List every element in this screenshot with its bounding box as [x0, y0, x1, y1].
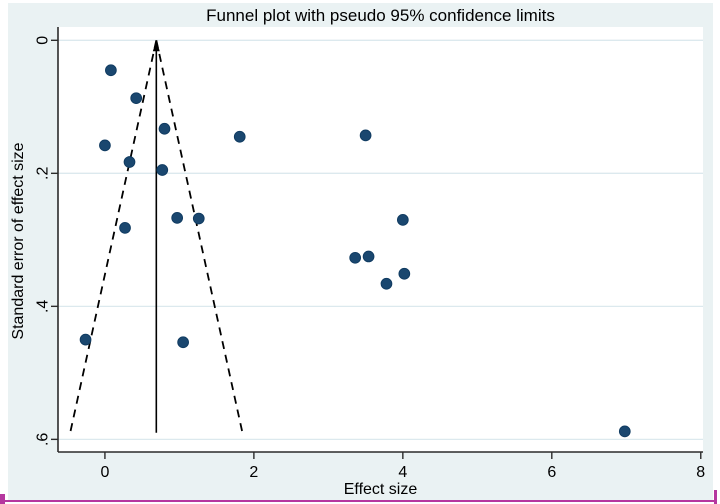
data-point: [396, 214, 409, 226]
center-line-arrowhead: [152, 40, 160, 52]
pseudo-ci-line-left: [69, 40, 158, 433]
funnel-plot-figure: 0 .2 .4 .6 0 2 4 6 8 Funnel plot with pseudo 95%…: [8, 3, 713, 500]
pseudo-ci-line-right: [155, 40, 244, 433]
x-tick-label: 0: [100, 464, 109, 481]
data-point: [79, 333, 92, 346]
selection-border-corner-left: [0, 494, 5, 504]
x-axis-label: Effect size: [343, 481, 418, 498]
funnel-plot-canvas: 0 .2 .4 .6 0 2 4 6 8: [35, 27, 705, 481]
data-point: [359, 129, 372, 142]
data-point: [123, 156, 136, 168]
data-point: [130, 92, 143, 105]
chart-title: Funnel plot with pseudo 95% confidence l…: [206, 6, 555, 25]
plot-background: [58, 27, 703, 452]
data-point: [362, 250, 375, 263]
y-tick-label: 0: [35, 36, 52, 45]
y-tick-label: .4: [35, 300, 52, 313]
data-point: [380, 277, 393, 290]
data-point: [192, 212, 205, 225]
data-point: [618, 425, 631, 438]
x-tick-label: 2: [249, 464, 258, 481]
y-tick-label: .2: [35, 167, 52, 180]
y-tick-label: .6: [35, 433, 52, 446]
selection-border-corner-right: [714, 490, 717, 504]
data-point: [177, 336, 189, 349]
y-axis-label: Standard error of effect size: [10, 142, 27, 340]
data-point: [99, 139, 111, 152]
data-point: [233, 130, 246, 143]
data-point: [171, 212, 184, 224]
x-tick-label: 6: [547, 464, 556, 481]
x-tick-label: 8: [696, 464, 705, 481]
data-point: [156, 164, 169, 176]
x-tick-label: 4: [398, 464, 407, 481]
data-point: [105, 64, 117, 77]
data-point: [119, 222, 131, 234]
data-point: [349, 251, 362, 264]
data-point: [398, 267, 411, 280]
selection-border-bottom: [4, 500, 717, 502]
data-point: [158, 122, 171, 135]
